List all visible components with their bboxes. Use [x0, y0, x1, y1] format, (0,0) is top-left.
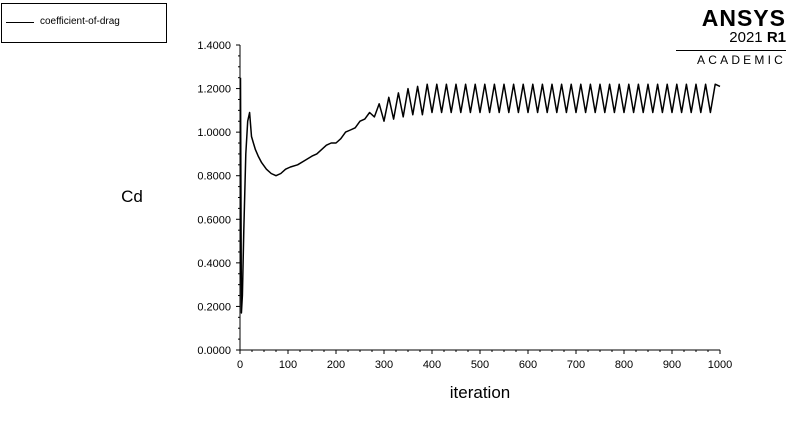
y-axis-label: Cd [121, 187, 143, 206]
y-tick-label: 1.4000 [197, 40, 231, 52]
y-tick-label: 1.2000 [197, 84, 231, 96]
legend: coefficient-of-drag [1, 3, 167, 43]
logo-rule [676, 50, 786, 51]
x-tick-label: 400 [423, 359, 441, 371]
x-tick-label: 1000 [708, 359, 732, 371]
legend-label: coefficient-of-drag [40, 16, 120, 27]
x-axis-label: iteration [450, 383, 510, 402]
logo-edition: ACADEMIC [697, 53, 786, 67]
ansys-logo: ANSYS 2021 R1 ACADEMIC [676, 7, 786, 67]
x-ticks: 0 100 200 300 400 500 600 700 800 900 1000 [237, 350, 732, 371]
x-tick-label: 500 [471, 359, 489, 371]
y-tick-label: 1.0000 [197, 127, 231, 139]
y-tick-label: 0.8000 [197, 171, 231, 183]
y-tick-label: 0.4000 [197, 258, 231, 270]
x-tick-label: 900 [663, 359, 681, 371]
x-tick-label: 300 [375, 359, 393, 371]
x-tick-label: 0 [237, 359, 243, 371]
y-ticks: 0.0000 0.2000 0.4000 0.6000 0.8000 1.0000 1.20… [197, 40, 240, 357]
legend-swatch [6, 22, 34, 23]
logo-version: 2021 R1 [676, 29, 786, 46]
y-tick-label: 0.0000 [197, 345, 231, 357]
x-tick-label: 200 [327, 359, 345, 371]
x-tick-label: 100 [279, 359, 297, 371]
logo-release: R1 [766, 29, 786, 46]
y-tick-label: 0.6000 [197, 214, 231, 226]
x-tick-label: 800 [615, 359, 633, 371]
x-tick-label: 700 [567, 359, 585, 371]
y-tick-label: 0.2000 [197, 301, 231, 313]
series-line-coefficient-of-drag [239, 77, 721, 314]
x-tick-label: 600 [519, 359, 537, 371]
axes [239, 45, 720, 351]
logo-year: 2021 [729, 29, 763, 46]
logo-brand: ANSYS [701, 5, 786, 31]
